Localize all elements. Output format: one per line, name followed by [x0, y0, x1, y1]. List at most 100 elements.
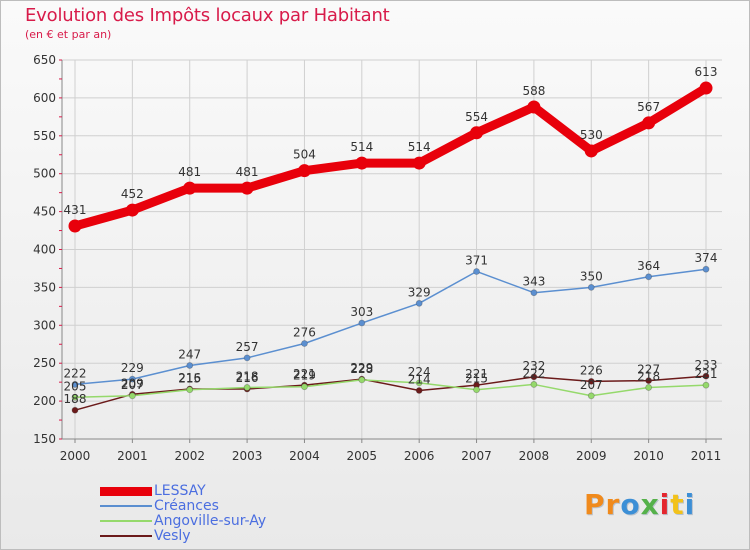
- data-label: 205: [64, 379, 87, 393]
- data-point: [702, 372, 710, 380]
- legend-swatch: [100, 535, 152, 537]
- data-label: 343: [522, 275, 545, 289]
- logo-letter: r: [605, 488, 621, 521]
- data-label: 218: [236, 369, 259, 383]
- data-label: 215: [465, 372, 488, 386]
- data-label: 216: [178, 371, 201, 385]
- data-point: [587, 392, 595, 400]
- data-label: 188: [64, 392, 87, 406]
- logo-letter: o: [620, 488, 641, 521]
- data-point: [645, 273, 653, 281]
- data-point: [702, 265, 710, 273]
- x-tick-label: 2003: [232, 449, 263, 463]
- data-point: [125, 203, 139, 217]
- y-tick-label: 150: [33, 432, 56, 446]
- data-point: [702, 381, 710, 389]
- data-label: 452: [121, 187, 144, 201]
- x-tick-label: 2002: [174, 449, 205, 463]
- data-point: [587, 283, 595, 291]
- y-tick-label: 250: [33, 356, 56, 370]
- axes: 150 200 250 300 350 400 450 500 550 600 650 2000 200…: [33, 53, 722, 463]
- data-point: [71, 381, 79, 388]
- data-point: [645, 377, 653, 385]
- x-tick-label: 2009: [576, 449, 607, 463]
- series-line-0: [70, 83, 711, 231]
- data-label: 257: [236, 340, 259, 354]
- data-label: 350: [580, 269, 603, 283]
- data-label: 514: [408, 140, 431, 154]
- data-label: 219: [293, 369, 316, 383]
- data-point: [415, 299, 423, 307]
- data-label: 613: [695, 65, 718, 79]
- data-label: 431: [64, 203, 87, 217]
- data-point: [470, 126, 484, 140]
- data-point: [530, 373, 538, 381]
- logo-letter: i: [684, 488, 696, 521]
- series-line-2: [74, 379, 707, 399]
- data-label: 209: [121, 376, 144, 390]
- data-label: 224: [408, 365, 431, 379]
- data-label: 226: [580, 363, 603, 377]
- y-tick-label: 200: [33, 394, 56, 408]
- chart-title: Evolution des Impôts locaux par Habitant: [25, 5, 390, 26]
- data-label: 303: [350, 305, 373, 319]
- data-point: [301, 340, 308, 347]
- y-tick-label: 600: [33, 91, 56, 105]
- data-label: 276: [293, 325, 316, 339]
- data-label: 232: [522, 359, 545, 373]
- data-point: [355, 156, 369, 170]
- data-label: 207: [121, 378, 144, 392]
- data-label: 214: [408, 372, 431, 386]
- data-point: [699, 81, 713, 95]
- data-label: 329: [408, 285, 431, 299]
- data-point: [530, 289, 538, 297]
- data-label: 530: [580, 128, 603, 142]
- data-label: 207: [580, 378, 603, 392]
- data-point: [71, 393, 79, 401]
- data-label: 371: [465, 253, 488, 267]
- data-point: [358, 376, 366, 384]
- data-point: [128, 375, 136, 383]
- data-label: 514: [350, 140, 373, 154]
- x-tick-label: 2001: [117, 449, 148, 463]
- y-tick-label: 500: [33, 167, 56, 181]
- legend-label: Créances: [154, 498, 219, 514]
- x-tick-label: 2008: [519, 449, 550, 463]
- y-tick-label: 350: [33, 280, 56, 294]
- data-point: [415, 387, 423, 394]
- y-tick-label: 300: [33, 318, 56, 332]
- data-label: 221: [465, 367, 488, 381]
- data-label: 374: [695, 251, 718, 265]
- data-label: 227: [637, 363, 660, 377]
- data-label: 218: [637, 369, 660, 383]
- y-tick-label: 650: [33, 53, 56, 67]
- data-point: [240, 181, 254, 195]
- data-label: 228: [350, 362, 373, 376]
- data-label: 567: [637, 100, 660, 114]
- data-label: 364: [637, 259, 660, 273]
- x-tick-label: 2004: [289, 449, 320, 463]
- legend-swatch: [100, 486, 152, 496]
- data-point: [243, 384, 251, 391]
- data-point: [68, 219, 82, 233]
- data-point: [412, 156, 426, 170]
- data-point: [530, 381, 538, 388]
- data-label: 221: [695, 367, 718, 381]
- data-label: 222: [64, 366, 87, 380]
- series-line-3: [74, 375, 707, 411]
- data-point: [473, 268, 480, 275]
- data-point: [243, 354, 251, 362]
- data-point: [473, 386, 480, 394]
- data-point: [587, 377, 595, 385]
- data-point: [415, 379, 423, 387]
- legend-swatch: [100, 505, 152, 507]
- data-label: 554: [465, 110, 488, 124]
- data-label: 216: [236, 371, 259, 385]
- data-label: 222: [522, 366, 545, 380]
- data-point: [186, 386, 194, 394]
- logo-letter: i: [659, 488, 671, 521]
- x-tick-label: 2007: [461, 449, 492, 463]
- legend-label: Vesly: [154, 528, 191, 544]
